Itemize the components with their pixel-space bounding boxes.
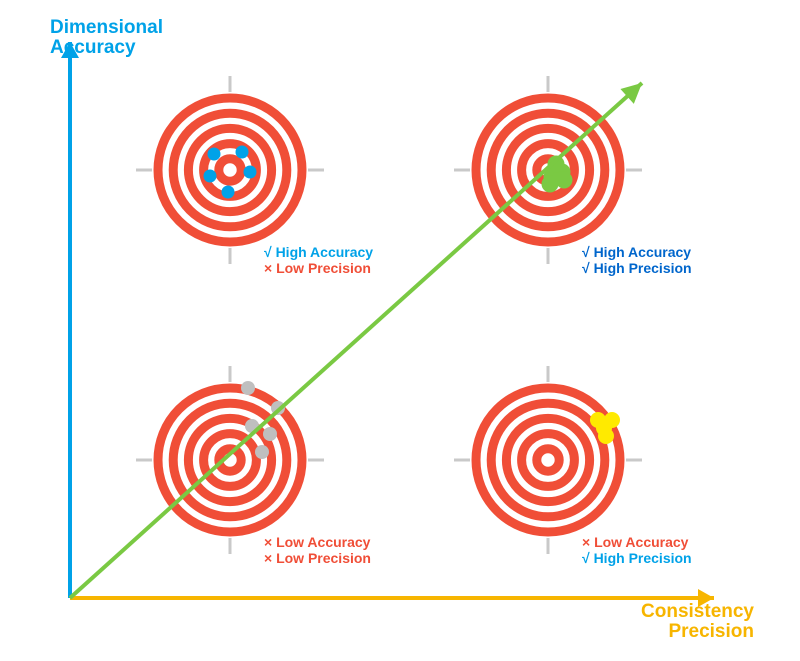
y-axis-label-line1: Dimensional bbox=[50, 18, 163, 38]
quadrant-label-bottom-right: × Low Accuracy √ High Precision bbox=[582, 534, 692, 566]
quad-tr-line1: √ High Accuracy bbox=[582, 244, 692, 260]
x-axis-label-line1: Consistency bbox=[641, 602, 754, 622]
quad-tl-line2: × Low Precision bbox=[264, 260, 373, 276]
quad-br-line2: √ High Precision bbox=[582, 550, 692, 566]
x-axis-label: Consistency Precision bbox=[641, 602, 754, 642]
x-axis-label-line2: Precision bbox=[641, 622, 754, 642]
quadrant-label-bottom-left: × Low Accuracy × Low Precision bbox=[264, 534, 371, 566]
quad-tl-line1: √ High Accuracy bbox=[264, 244, 373, 260]
axes-group bbox=[61, 42, 714, 607]
quad-bl-line1: × Low Accuracy bbox=[264, 534, 371, 550]
y-axis-label-line2: Accuracy bbox=[50, 38, 163, 58]
quad-tr-line2: √ High Precision bbox=[582, 260, 692, 276]
quadrant-label-top-left: √ High Accuracy × Low Precision bbox=[264, 244, 373, 276]
quad-bl-line2: × Low Precision bbox=[264, 550, 371, 566]
quad-br-line1: × Low Accuracy bbox=[582, 534, 692, 550]
target-top-left bbox=[136, 76, 324, 264]
target-bottom-right bbox=[454, 366, 642, 554]
quadrant-label-top-right: √ High Accuracy √ High Precision bbox=[582, 244, 692, 276]
y-axis-label: Dimensional Accuracy bbox=[50, 18, 163, 58]
